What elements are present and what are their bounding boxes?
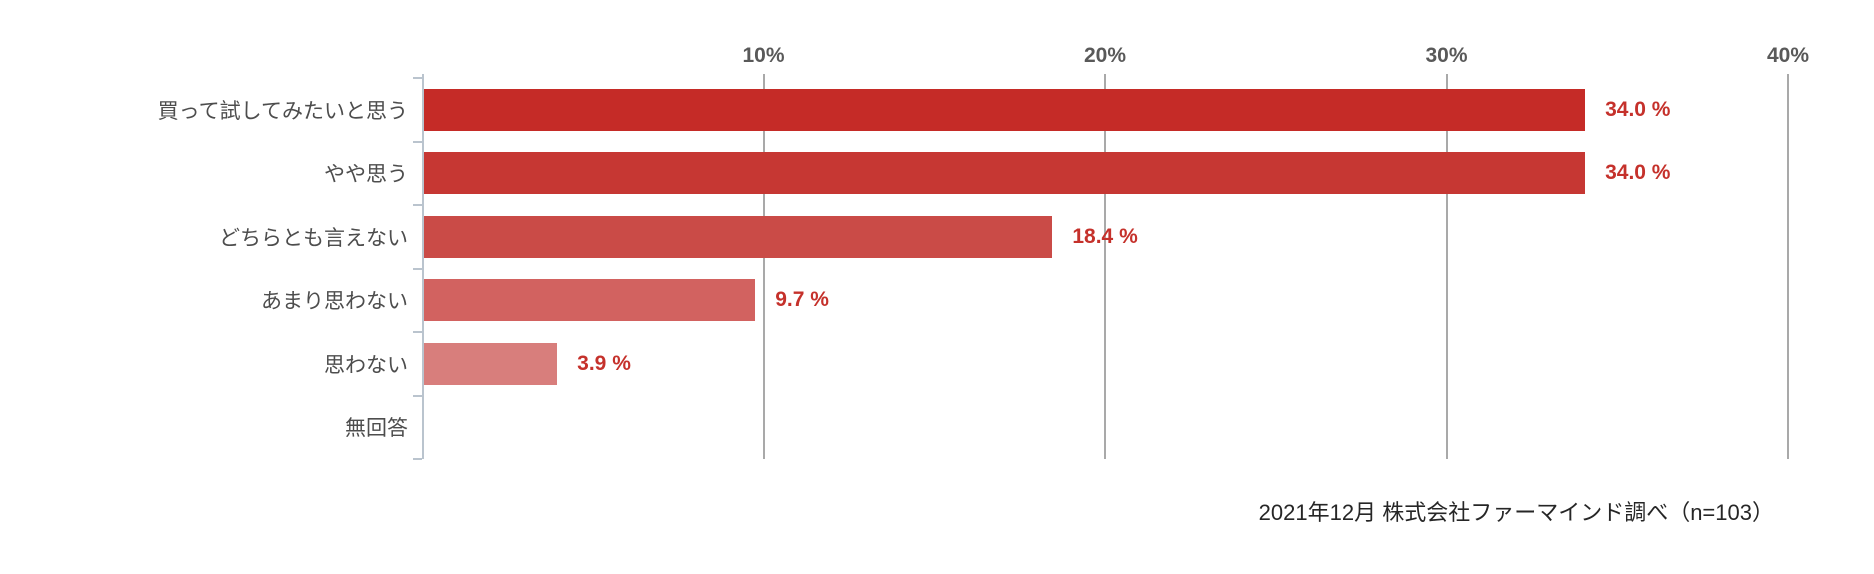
value-label: 18.4 %: [1072, 224, 1138, 248]
x-tick-label: 30%: [1425, 44, 1468, 67]
category-label: やや思う: [324, 163, 408, 187]
y-axis-tick: [413, 394, 422, 397]
value-label: 3.9 %: [577, 351, 631, 375]
value-label: 9.7 %: [775, 288, 829, 312]
y-axis-tick: [413, 140, 422, 143]
x-tick-label: 10%: [742, 44, 785, 67]
category-label: 買って試してみたいと思う: [157, 99, 408, 123]
bar: [424, 279, 756, 322]
y-axis-tick: [413, 77, 422, 79]
bar: [424, 152, 1586, 195]
x-tick-label: 20%: [1083, 44, 1127, 67]
value-label: 34.0 %: [1605, 161, 1671, 185]
y-axis-tick: [413, 458, 422, 460]
x-gridline: [1787, 74, 1789, 459]
y-axis-line: [422, 74, 424, 459]
y-axis-tick: [413, 204, 422, 206]
value-label: 34.0 %: [1605, 97, 1671, 121]
source-note: 2021年12月 株式会社ファーマインド調べ（n=103）: [1258, 500, 1774, 525]
category-label: どちらとも言えない: [219, 226, 408, 250]
category-label: 無回答: [345, 417, 408, 441]
bar: [424, 88, 1586, 131]
category-label: 思わない: [324, 353, 408, 377]
x-gridline: [762, 74, 765, 459]
x-gridline: [1445, 74, 1448, 459]
y-axis-tick: [413, 267, 422, 270]
plot-area: 10% 20% 30% 40% 買って試してみたいと思う 34.0 % やや思う 34.0 %…: [158, 44, 1809, 460]
bar: [424, 342, 558, 385]
x-tick-label: 40%: [1766, 44, 1810, 67]
x-gridline: [1104, 74, 1106, 459]
bar: [424, 215, 1053, 258]
y-axis-tick: [413, 331, 422, 333]
category-label: あまり思わない: [261, 290, 408, 314]
